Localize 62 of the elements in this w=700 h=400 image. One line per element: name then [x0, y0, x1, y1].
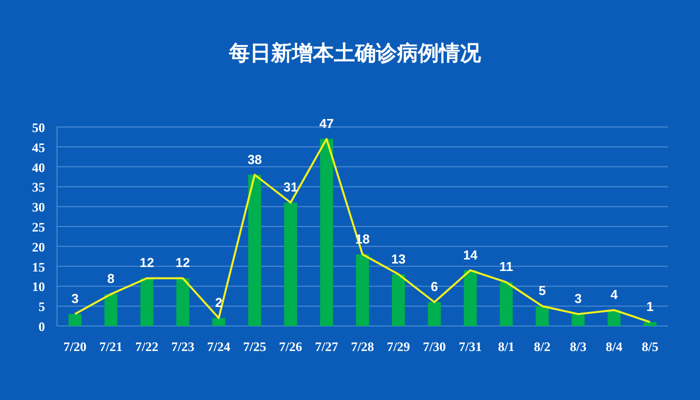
- data-label: 13: [391, 251, 406, 266]
- x-tick-label: 7/21: [99, 339, 122, 354]
- bar: [176, 278, 190, 326]
- x-tick-label: 7/24: [207, 339, 231, 354]
- data-label: 4: [610, 287, 618, 302]
- y-tick-label: 25: [32, 220, 46, 234]
- bar: [464, 270, 477, 326]
- data-label: 6: [430, 279, 438, 294]
- x-tick-label: 7/27: [314, 339, 339, 354]
- x-tick-label: 7/26: [279, 339, 303, 354]
- bar: [500, 282, 513, 326]
- y-tick-label: 0: [38, 319, 45, 334]
- x-tick-label: 8/5: [642, 339, 659, 354]
- data-label: 11: [499, 259, 514, 274]
- data-label: 8: [107, 271, 115, 286]
- y-tick-label: 45: [32, 140, 46, 155]
- data-label: 12: [140, 255, 154, 270]
- y-tick-label: 35: [32, 180, 46, 195]
- y-tick-label: 5: [38, 299, 46, 314]
- bar: [536, 306, 549, 326]
- bar: [320, 138, 334, 326]
- y-tick-label: 40: [32, 160, 45, 175]
- x-tick-label: 7/30: [422, 339, 446, 354]
- data-label: 38: [247, 152, 262, 167]
- x-tick-label: 7/23: [171, 339, 195, 354]
- bar: [284, 202, 298, 326]
- y-tick-label: 15: [32, 259, 46, 274]
- bar: [572, 314, 585, 326]
- bar: [68, 314, 82, 326]
- x-tick-label: 7/29: [386, 339, 410, 354]
- x-tick-label: 8/1: [498, 339, 515, 354]
- bar: [428, 302, 441, 326]
- x-tick-label: 8/3: [570, 339, 587, 354]
- x-tick-label: 7/22: [135, 339, 158, 354]
- y-tick-label: 10: [32, 279, 45, 294]
- y-tick-label: 30: [32, 200, 45, 215]
- data-label: 3: [71, 291, 79, 306]
- x-tick-label: 8/4: [606, 339, 623, 354]
- bar: [248, 174, 262, 326]
- x-tick-label: 7/28: [350, 339, 375, 354]
- chart-title: 每日新增本土确诊病例情况: [228, 41, 482, 65]
- data-label: 3: [574, 291, 582, 306]
- data-label: 5: [538, 283, 546, 298]
- data-label: 31: [283, 180, 298, 195]
- x-tick-label: 7/25: [243, 339, 267, 354]
- line-series: [74, 138, 652, 324]
- data-label: 2: [215, 295, 222, 310]
- bar: [644, 322, 656, 326]
- data-label: 12: [176, 255, 190, 270]
- x-tick-label: 7/31: [458, 339, 482, 354]
- bar: [140, 278, 154, 326]
- data-label: 1: [646, 299, 654, 314]
- bar: [104, 294, 118, 326]
- y-tick-label: 50: [32, 120, 45, 135]
- y-tick-label: 20: [32, 239, 45, 254]
- x-tick-label: 8/2: [534, 339, 551, 354]
- x-tick-label: 7/20: [63, 339, 87, 354]
- data-label: 47: [319, 116, 334, 131]
- bar: [392, 274, 405, 326]
- bar: [212, 318, 226, 326]
- bar: [356, 254, 369, 326]
- data-label: 14: [463, 247, 478, 262]
